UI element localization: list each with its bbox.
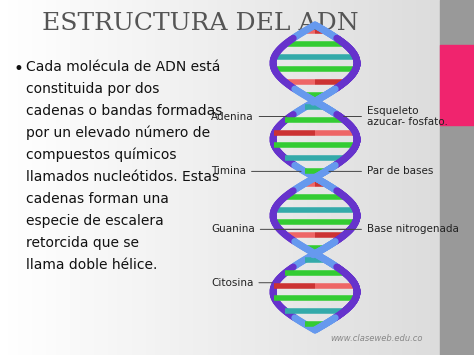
Text: por un elevado número de: por un elevado número de <box>26 126 210 141</box>
Text: llamados nucleótidos. Estas: llamados nucleótidos. Estas <box>26 170 219 184</box>
Text: cadenas forman una: cadenas forman una <box>26 192 169 206</box>
Text: retorcida que se: retorcida que se <box>26 236 139 250</box>
Text: cadenas o bandas formadas: cadenas o bandas formadas <box>26 104 222 118</box>
Text: www.claseweb.edu.co: www.claseweb.edu.co <box>330 334 422 343</box>
Text: Timina: Timina <box>211 166 301 176</box>
Text: llama doble hélice.: llama doble hélice. <box>26 258 157 272</box>
Text: Guanina: Guanina <box>211 224 347 234</box>
Text: ESTRUCTURA DEL ADN: ESTRUCTURA DEL ADN <box>42 12 358 35</box>
Text: constituida por dos: constituida por dos <box>26 82 159 96</box>
Text: Base nitrogenada: Base nitrogenada <box>283 224 459 234</box>
Text: Cada molécula de ADN está: Cada molécula de ADN está <box>26 60 220 74</box>
Text: compuestos químicos: compuestos químicos <box>26 148 176 163</box>
Text: Adenina: Adenina <box>211 111 286 121</box>
Text: especie de escalera: especie de escalera <box>26 214 164 228</box>
Text: Par de bases: Par de bases <box>329 166 433 176</box>
Text: Citosina: Citosina <box>211 278 272 288</box>
Text: •: • <box>14 60 24 78</box>
Text: Esqueleto
azucar- fosfato.: Esqueleto azucar- fosfato. <box>344 106 448 127</box>
